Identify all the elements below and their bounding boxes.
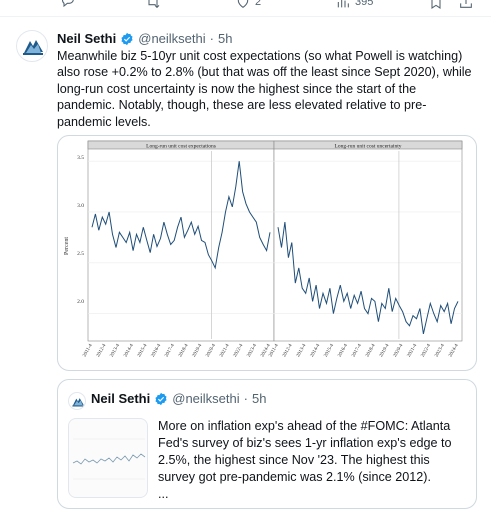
series-line	[91, 161, 271, 270]
view-count: 395	[355, 0, 374, 8]
left-panel-frame	[87, 140, 275, 342]
x-tick-label: 2014-4	[310, 343, 322, 358]
tweet-text: Meanwhile biz 5-10yr unit cost expectati…	[57, 49, 472, 129]
quote-timestamp: 5h	[252, 391, 267, 406]
avatar[interactable]	[16, 30, 48, 62]
views-button[interactable]: 395	[335, 0, 373, 10]
right-panel-frame	[273, 140, 463, 342]
bookmark-icon	[431, 0, 441, 9]
verified-badge-icon	[155, 392, 167, 405]
divider	[0, 16, 491, 17]
x-tick-label: 2021-4	[407, 343, 419, 358]
quote-thumbnail-image	[68, 418, 148, 498]
separator: ·	[243, 391, 248, 406]
verified-badge-icon	[121, 32, 133, 45]
quote-text-line: 2.5%, the highest since Nov '23. The hig…	[158, 453, 430, 467]
share-icon	[460, 0, 472, 8]
x-tick-label: 2012-4	[96, 343, 108, 358]
x-tick-label: 2024-4	[448, 343, 460, 358]
x-tick-label: 2014-4	[123, 343, 135, 358]
chart-image[interactable]: Long-run unit cost expectations Long-run…	[57, 135, 477, 371]
x-tick-label: 2018-4	[178, 343, 190, 358]
quoted-tweet[interactable]: Neil Sethi @neilksethi · 5h More on infl…	[57, 379, 477, 509]
quote-author-name: Neil Sethi	[91, 391, 151, 406]
x-tick-label: 2021-4	[219, 343, 231, 358]
x-tick-label: 2018-4	[365, 343, 377, 358]
right-panel-title: Long-run unit cost uncertainty	[334, 143, 401, 149]
x-tick-label: 2015-4	[324, 343, 336, 358]
quote-text: More on inflation exp's ahead of the #FO…	[158, 418, 458, 503]
analytics-icon	[337, 0, 349, 8]
x-tick-label: 2019-4	[379, 343, 391, 358]
y-tick-label: 3.0	[77, 203, 84, 209]
y-tick-label: 3.5	[77, 155, 84, 161]
x-tick-label: 2023-4	[434, 343, 446, 358]
quote-text-line: survey got pre-pandemic was 2.1% (since …	[158, 470, 431, 484]
quote-header: Neil Sethi @neilksethi · 5h	[91, 391, 266, 406]
quote-author-handle: @neilksethi	[172, 391, 240, 406]
x-tick-label: 2022-4	[421, 343, 433, 358]
timestamp[interactable]: 5h	[218, 31, 233, 46]
x-tick-label: 2016-4	[338, 343, 350, 358]
left-panel-title: Long-run unit cost expectations	[146, 143, 216, 149]
y-tick-label: 2.5	[77, 251, 84, 257]
quote-text-line: ...	[158, 487, 169, 501]
repost-button[interactable]	[145, 0, 161, 10]
author-handle[interactable]: @neilksethi	[138, 31, 206, 46]
y-tick-label: 2.0	[77, 299, 84, 305]
x-tick-label: 2022-4	[233, 343, 245, 358]
quote-avatar[interactable]	[68, 392, 86, 410]
reply-icon	[62, 0, 74, 8]
right-panel-strip	[273, 140, 463, 150]
x-tick-label: 2020-4	[393, 343, 405, 358]
x-tick-label: 2023-4	[247, 343, 259, 358]
bear-logo-icon	[72, 398, 84, 407]
like-count: 2	[255, 0, 262, 8]
separator: ·	[209, 31, 214, 46]
series-layer	[91, 161, 459, 335]
x-tick-label: 2012-4	[282, 343, 294, 358]
tweet-action-bar: 2 395	[0, 0, 491, 16]
y-axis-label: Percent	[64, 237, 70, 255]
like-button[interactable]: 2	[235, 0, 261, 10]
reply-button[interactable]	[60, 0, 76, 10]
x-tick-label: 2011-4	[82, 343, 94, 358]
quote-text-line: More on inflation exp's ahead of the #FO…	[158, 419, 451, 433]
x-tick-label: 2024-4	[260, 343, 272, 358]
x-tick-label: 2013-4	[110, 343, 122, 358]
x-tick-layer: 2011-4 2012-4 2013-4 2014-4 2015-4 2016-4 2017…	[82, 343, 460, 358]
chart: Long-run unit cost expectations Long-run…	[64, 140, 463, 358]
repost-icon	[148, 0, 160, 9]
thumbnail-chart	[72, 438, 146, 480]
quote-text-line: Fed's survey of biz's sees 1-yr inflatio…	[158, 436, 452, 450]
x-tick-label: 2016-4	[151, 343, 163, 358]
series-line	[277, 222, 459, 335]
author-name[interactable]: Neil Sethi	[57, 31, 117, 46]
tweet-header: Neil Sethi @neilksethi · 5h	[57, 31, 232, 46]
x-tick-label: 2011-4	[268, 343, 280, 358]
heart-icon	[237, 0, 249, 8]
bear-logo-icon	[23, 40, 43, 55]
share-button[interactable]	[458, 0, 474, 10]
x-tick-label: 2015-4	[137, 343, 149, 358]
bookmark-button[interactable]	[428, 0, 444, 10]
x-tick-label: 2019-4	[192, 343, 204, 358]
x-tick-label: 2017-4	[351, 343, 363, 358]
x-tick-label: 2020-4	[206, 343, 218, 358]
x-tick-label: 2013-4	[296, 343, 308, 358]
x-tick-label: 2017-4	[164, 343, 176, 358]
grid-layer	[88, 151, 462, 339]
